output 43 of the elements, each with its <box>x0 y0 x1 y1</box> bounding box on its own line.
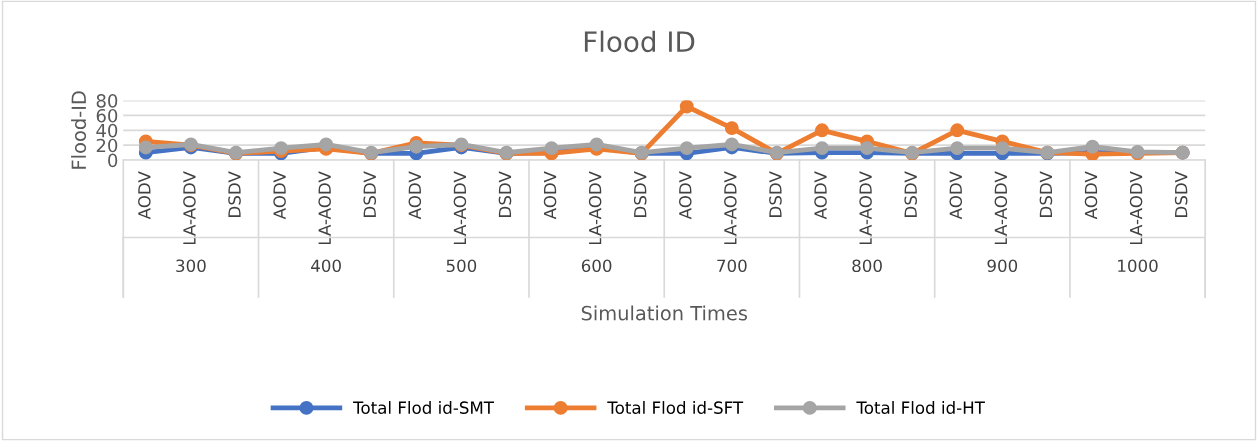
x-tick-label: LA-AODV <box>588 171 602 245</box>
x-tick-label: LA-AODV <box>318 171 331 245</box>
legend-label: Total Flod id-SFT <box>607 401 744 414</box>
x-tick-label: DSDV <box>904 171 917 217</box>
x-tick-label: LA-AODV <box>724 171 737 245</box>
legend-label: Total Flod id-HT <box>856 401 985 414</box>
x-tick-label: AODV <box>408 171 422 220</box>
x-tick-label: LA-AODV <box>859 171 872 245</box>
x-tick-label: DSDV <box>633 171 647 217</box>
x-tick-label: AODV <box>678 171 692 220</box>
x-tick-label: DSDV <box>363 171 377 217</box>
x-tick-label: DSDV <box>1039 171 1053 217</box>
text: 300 <box>176 259 206 273</box>
chart-title: Flood ID <box>584 30 695 53</box>
x-tick-label: AODV <box>543 171 557 220</box>
x-tick-label: DSDV <box>498 171 512 217</box>
x-tick-label: AODV <box>273 171 286 220</box>
x-tick-label: LA-AODV <box>994 171 1008 245</box>
x-tick-label: DSDV <box>1174 171 1188 217</box>
y-tick-label: 80 <box>96 94 118 108</box>
x-tick-label: DSDV <box>228 171 241 217</box>
x-tick-label: LA-AODV <box>183 171 196 245</box>
y-tick-label: 0 <box>108 153 118 168</box>
text: 800 <box>852 259 882 273</box>
x-tick-label: AODV <box>138 171 151 220</box>
x-tick-label: AODV <box>814 171 827 220</box>
x-tick-label: LA-AODV <box>453 171 467 245</box>
legend-label: Total Flod id-SMT <box>353 401 495 414</box>
text: 500 <box>446 259 477 273</box>
y-tick-label: 60 <box>96 108 118 123</box>
y-axis-title: Flood-ID <box>71 91 87 169</box>
text: 900 <box>987 259 1018 273</box>
x-tick-label: DSDV <box>769 171 782 217</box>
y-tick-label: 40 <box>96 123 118 138</box>
x-axis-title: Simulation Times <box>581 305 748 321</box>
y-tick-label: 20 <box>96 138 118 153</box>
x-tick-label: LA-AODV <box>1129 171 1143 245</box>
x-tick-label: AODV <box>1084 171 1098 220</box>
text: 400 <box>311 259 341 273</box>
text: 600 <box>581 259 612 273</box>
text: 1000 <box>1118 259 1158 273</box>
text: 700 <box>717 259 747 273</box>
x-tick-label: AODV <box>949 171 963 220</box>
